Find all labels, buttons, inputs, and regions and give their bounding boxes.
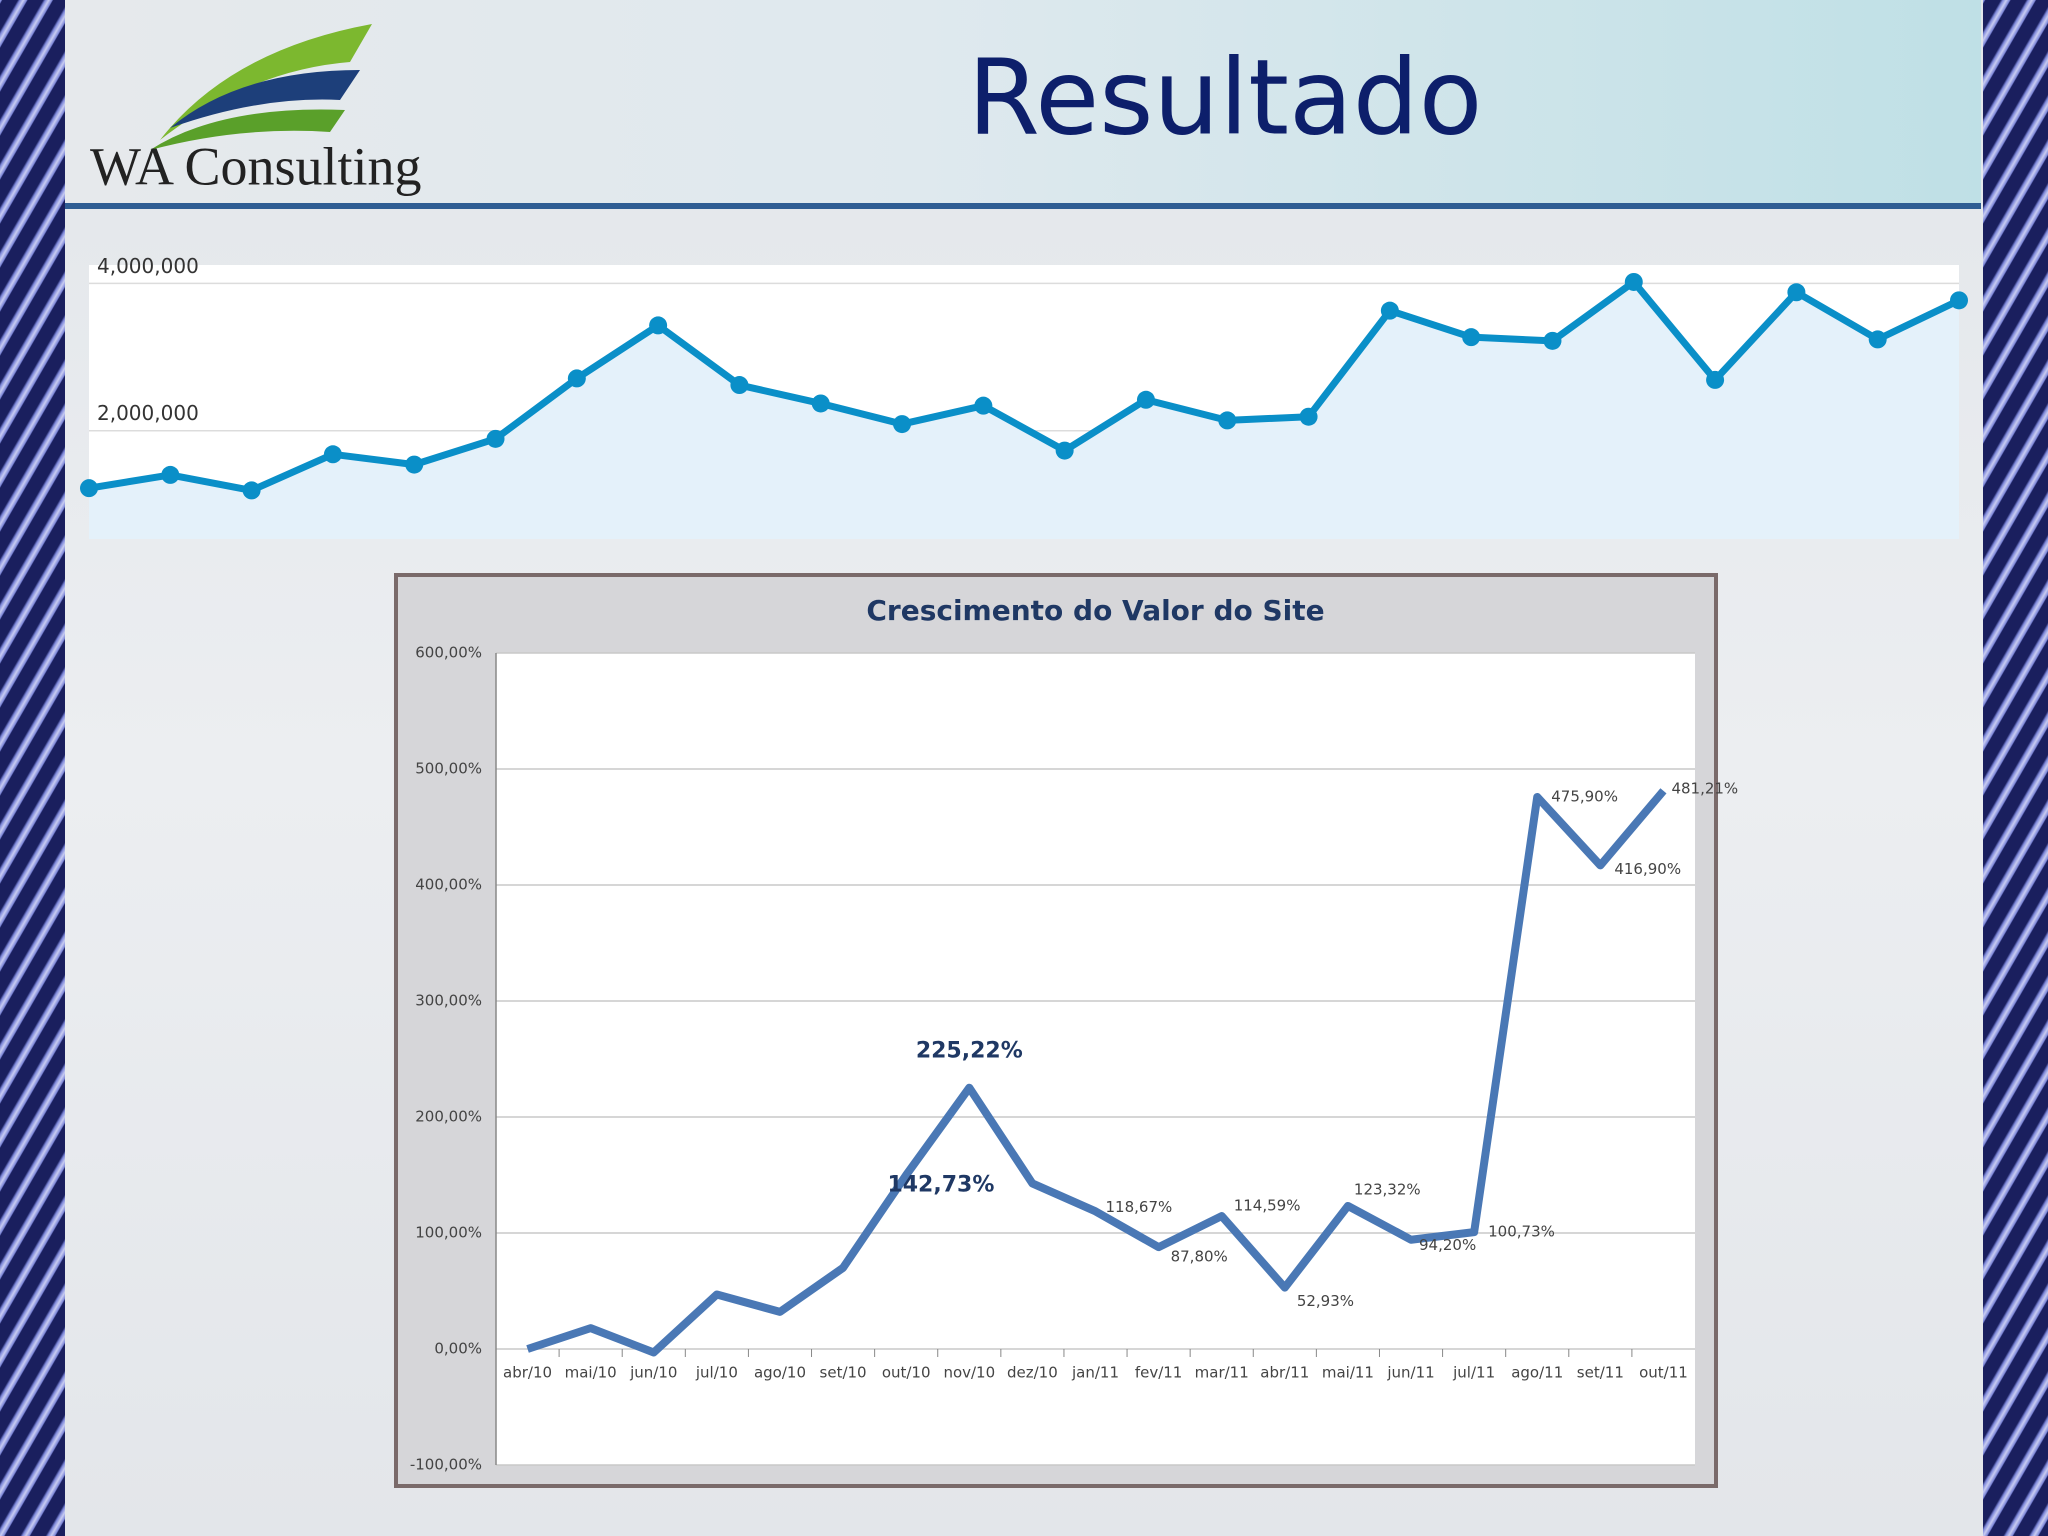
point xyxy=(161,465,180,484)
point xyxy=(1136,390,1155,409)
point xyxy=(649,316,668,335)
y-tick-label: 2,000,000 xyxy=(97,401,199,425)
point xyxy=(1218,411,1237,430)
data-label: 118,67% xyxy=(1106,1198,1173,1216)
point xyxy=(486,429,505,448)
x-tick-label: jun/10 xyxy=(629,1364,677,1382)
y-tick-label: 200,00% xyxy=(415,1108,482,1126)
point xyxy=(323,445,342,464)
x-tick-label: ago/11 xyxy=(1511,1364,1563,1382)
point xyxy=(1787,283,1806,302)
y-tick-label: 400,00% xyxy=(415,876,482,894)
x-tick-label: set/10 xyxy=(820,1364,867,1382)
chart2-plot xyxy=(496,653,1695,1465)
line xyxy=(88,278,1961,494)
x-tick-label: mai/10 xyxy=(565,1364,617,1382)
logo-text: WA Consulting xyxy=(90,136,422,196)
y-tick-label: -100,00% xyxy=(410,1456,482,1474)
data-label: 94,20% xyxy=(1419,1236,1476,1254)
x-tick-label: ago/10 xyxy=(754,1364,806,1382)
point xyxy=(242,481,261,500)
logo-icon xyxy=(150,24,372,150)
x-tick-label: jan/11 xyxy=(1071,1364,1119,1382)
x-tick-label: out/10 xyxy=(882,1364,931,1382)
x-tick-label: jul/11 xyxy=(1452,1364,1495,1382)
x-tick-label: out/11 xyxy=(1639,1364,1688,1382)
point xyxy=(730,376,749,395)
y-tick-label: 600,00% xyxy=(415,644,482,662)
y-tick-label: 0,00% xyxy=(434,1340,482,1358)
line xyxy=(526,788,1667,1357)
y-tick-label: 4,000,000 xyxy=(97,254,199,278)
x-tick-label: abr/11 xyxy=(1260,1364,1309,1382)
slide-title: Resultado xyxy=(968,36,1483,158)
chart-title: Crescimento do Valor do Site xyxy=(866,594,1324,627)
x-tick-label: jul/10 xyxy=(695,1364,738,1382)
x-tick-label: jun/11 xyxy=(1386,1364,1434,1382)
header xyxy=(65,0,1981,209)
left-border xyxy=(0,0,65,1536)
point xyxy=(811,394,830,413)
point xyxy=(974,396,993,415)
data-label: 475,90% xyxy=(1551,787,1618,805)
y-tick-label: 300,00% xyxy=(415,992,482,1010)
point xyxy=(1950,291,1968,310)
point xyxy=(1462,328,1481,347)
point xyxy=(1543,331,1562,350)
data-label: 100,73% xyxy=(1488,1223,1555,1241)
point xyxy=(567,369,586,388)
x-tick-label: nov/10 xyxy=(943,1364,995,1382)
point xyxy=(1624,272,1643,291)
x-tick-label: fev/11 xyxy=(1135,1364,1183,1382)
y-tick-label: 500,00% xyxy=(415,760,482,778)
data-label: 225,22% xyxy=(916,1039,1023,1064)
x-tick-label: abr/10 xyxy=(503,1364,552,1382)
point xyxy=(1868,330,1887,349)
area xyxy=(89,281,1959,539)
point xyxy=(1055,441,1074,460)
data-label: 481,21% xyxy=(1671,779,1738,797)
data-label: 114,59% xyxy=(1234,1197,1301,1215)
right-border xyxy=(1983,0,2048,1536)
x-tick-label: dez/10 xyxy=(1007,1364,1058,1382)
y-tick-label: 100,00% xyxy=(415,1224,482,1242)
x-tick-label: mai/11 xyxy=(1322,1364,1374,1382)
point xyxy=(1380,301,1399,320)
data-label: 52,93% xyxy=(1297,1292,1354,1310)
point xyxy=(80,479,98,498)
point xyxy=(1706,370,1725,389)
point xyxy=(893,415,912,434)
data-label: 123,32% xyxy=(1354,1180,1421,1198)
x-tick-label: mar/11 xyxy=(1195,1364,1249,1382)
data-label: 416,90% xyxy=(1614,860,1681,878)
data-label: 87,80% xyxy=(1171,1248,1228,1266)
x-tick-label: set/11 xyxy=(1577,1364,1624,1382)
point xyxy=(1299,407,1318,426)
data-label: 142,73% xyxy=(887,1172,994,1197)
point xyxy=(405,455,424,474)
